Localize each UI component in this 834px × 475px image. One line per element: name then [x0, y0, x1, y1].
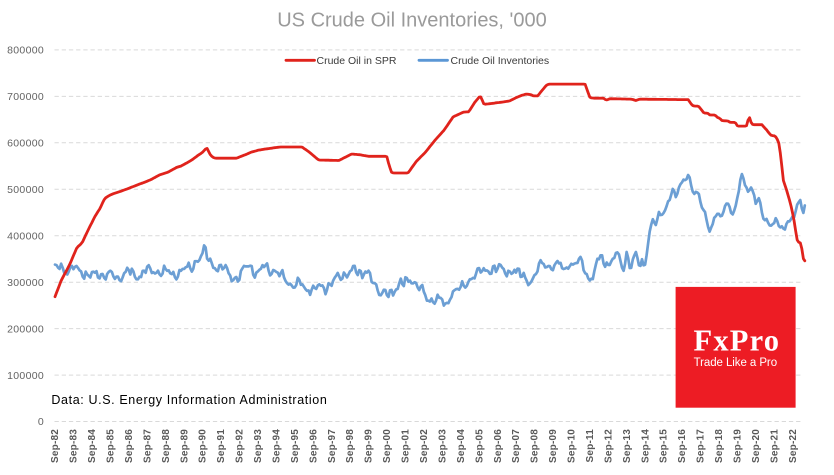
svg-text:Sep-84: Sep-84 [87, 429, 98, 463]
svg-text:Sep-10: Sep-10 [567, 429, 578, 463]
svg-text:Sep-86: Sep-86 [124, 429, 135, 463]
svg-text:Sep-19: Sep-19 [733, 429, 744, 463]
svg-text:400000: 400000 [7, 230, 44, 242]
svg-text:Sep-15: Sep-15 [659, 429, 670, 463]
svg-text:Sep-82: Sep-82 [50, 429, 61, 463]
svg-text:Sep-00: Sep-00 [382, 429, 393, 463]
svg-text:Sep-87: Sep-87 [142, 429, 153, 463]
svg-text:Sep-12: Sep-12 [603, 429, 614, 463]
svg-text:800000: 800000 [7, 45, 44, 57]
svg-text:Sep-90: Sep-90 [198, 429, 209, 463]
svg-text:Sep-97: Sep-97 [327, 429, 338, 463]
svg-text:Sep-83: Sep-83 [69, 429, 80, 463]
svg-text:Crude Oil Inventories: Crude Oil Inventories [451, 55, 550, 67]
svg-text:Sep-98: Sep-98 [345, 429, 356, 463]
svg-text:Sep-13: Sep-13 [622, 429, 633, 463]
svg-text:Trade Like a Pro: Trade Like a Pro [694, 357, 778, 369]
svg-text:FxPro: FxPro [694, 323, 780, 357]
svg-text:Sep-20: Sep-20 [751, 429, 762, 463]
svg-text:700000: 700000 [7, 91, 44, 103]
svg-text:Sep-92: Sep-92 [235, 429, 246, 463]
svg-text:Sep-88: Sep-88 [161, 429, 172, 463]
svg-text:Sep-17: Sep-17 [696, 429, 707, 463]
svg-text:100000: 100000 [7, 370, 44, 382]
svg-text:Sep-07: Sep-07 [511, 429, 522, 463]
svg-text:Sep-21: Sep-21 [769, 429, 780, 463]
svg-text:US Crude Oil Inventories, '000: US Crude Oil Inventories, '000 [277, 10, 547, 32]
svg-text:Sep-16: Sep-16 [677, 429, 688, 463]
svg-text:Sep-96: Sep-96 [308, 429, 319, 463]
svg-text:Sep-94: Sep-94 [272, 429, 283, 463]
svg-text:200000: 200000 [7, 323, 44, 335]
svg-text:Sep-03: Sep-03 [437, 429, 448, 463]
svg-text:Sep-01: Sep-01 [401, 429, 412, 463]
svg-text:Sep-09: Sep-09 [548, 429, 559, 463]
svg-text:Sep-85: Sep-85 [106, 429, 117, 463]
svg-text:Sep-91: Sep-91 [216, 429, 227, 463]
svg-text:Sep-99: Sep-99 [364, 429, 375, 463]
svg-text:600000: 600000 [7, 138, 44, 150]
svg-text:Sep-08: Sep-08 [530, 429, 541, 463]
svg-text:500000: 500000 [7, 184, 44, 196]
svg-text:Sep-18: Sep-18 [714, 429, 725, 463]
svg-text:Sep-14: Sep-14 [640, 429, 651, 463]
svg-text:Sep-05: Sep-05 [474, 429, 485, 463]
svg-text:Sep-11: Sep-11 [585, 429, 596, 463]
svg-text:Data: U.S. Energy Information: Data: U.S. Energy Information Administra… [51, 393, 327, 407]
svg-text:0: 0 [38, 416, 44, 428]
svg-text:Sep-93: Sep-93 [253, 429, 264, 463]
svg-text:Sep-95: Sep-95 [290, 429, 301, 463]
svg-text:Crude Oil in SPR: Crude Oil in SPR [317, 55, 397, 67]
svg-text:Sep-89: Sep-89 [179, 429, 190, 463]
svg-text:Sep-04: Sep-04 [456, 429, 467, 463]
svg-text:300000: 300000 [7, 277, 44, 289]
svg-text:Sep-02: Sep-02 [419, 429, 430, 463]
svg-text:Sep-06: Sep-06 [493, 429, 504, 463]
svg-text:Sep-22: Sep-22 [788, 429, 799, 463]
